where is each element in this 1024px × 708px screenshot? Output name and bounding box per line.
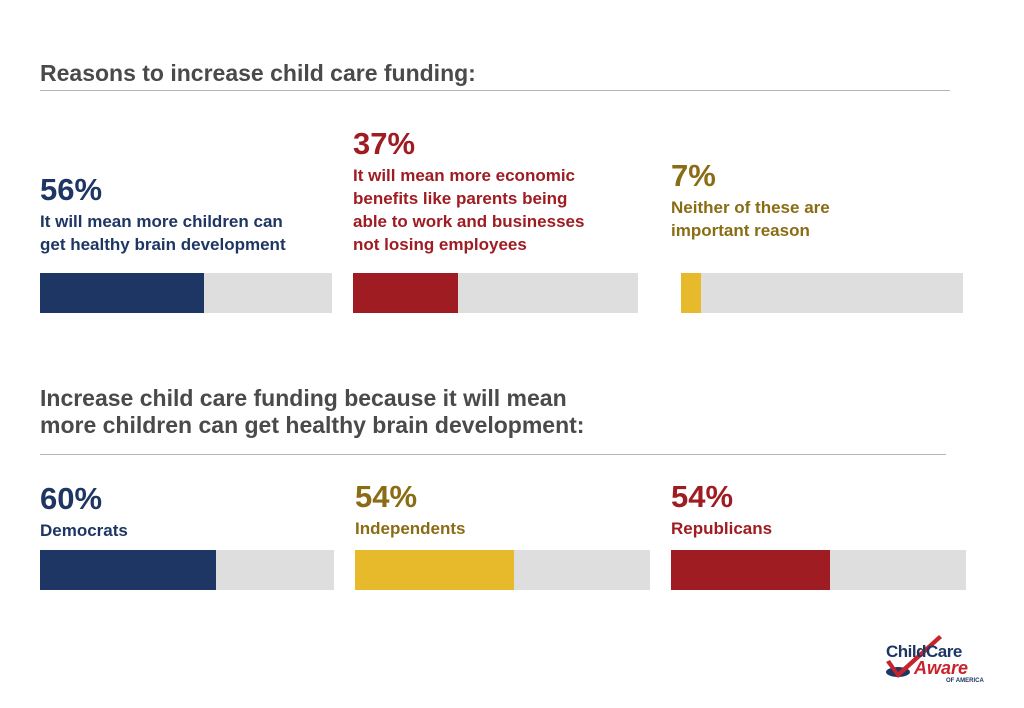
bar [355, 550, 515, 590]
childcare-aware-logo: ChildCare Aware OF AMERICA [884, 630, 994, 690]
bar [671, 550, 831, 590]
bar-track [40, 273, 332, 313]
logo-check-icon [886, 635, 942, 678]
category-label: Neither of these are [671, 198, 830, 217]
bar [681, 273, 701, 313]
category-label: Republicans [671, 519, 773, 538]
bar [353, 273, 459, 313]
divider [40, 90, 950, 91]
value-label: 56% [40, 172, 103, 207]
value-label: 37% [353, 126, 416, 161]
bar [40, 273, 204, 313]
category-label: It will mean more economic [353, 166, 576, 185]
bar-track [671, 550, 966, 590]
category-label: Democrats [40, 521, 128, 540]
category-label: It will mean more children can [40, 212, 283, 231]
category-label: benefits like parents being [353, 189, 568, 208]
chart1-title: Reasons to increase child care funding: [40, 60, 476, 86]
category-label: get healthy brain development [40, 235, 286, 254]
category-label: Independents [355, 519, 466, 538]
category-label: important reason [671, 221, 810, 240]
bar-track [355, 550, 650, 590]
category-label: not losing employees [353, 235, 527, 254]
bar [40, 550, 217, 590]
divider [40, 454, 946, 455]
chart2-title-line1: Increase child care funding because it w… [40, 385, 567, 411]
bar-track [681, 273, 963, 313]
value-label: 60% [40, 481, 103, 516]
value-label: 7% [671, 158, 716, 193]
bar-track [40, 550, 334, 590]
bar-track [353, 273, 638, 313]
chart2-title-line2: more children can get healthy brain deve… [40, 412, 585, 438]
value-label: 54% [355, 479, 418, 514]
category-label: able to work and businesses [353, 212, 585, 231]
value-label: 54% [671, 479, 734, 514]
